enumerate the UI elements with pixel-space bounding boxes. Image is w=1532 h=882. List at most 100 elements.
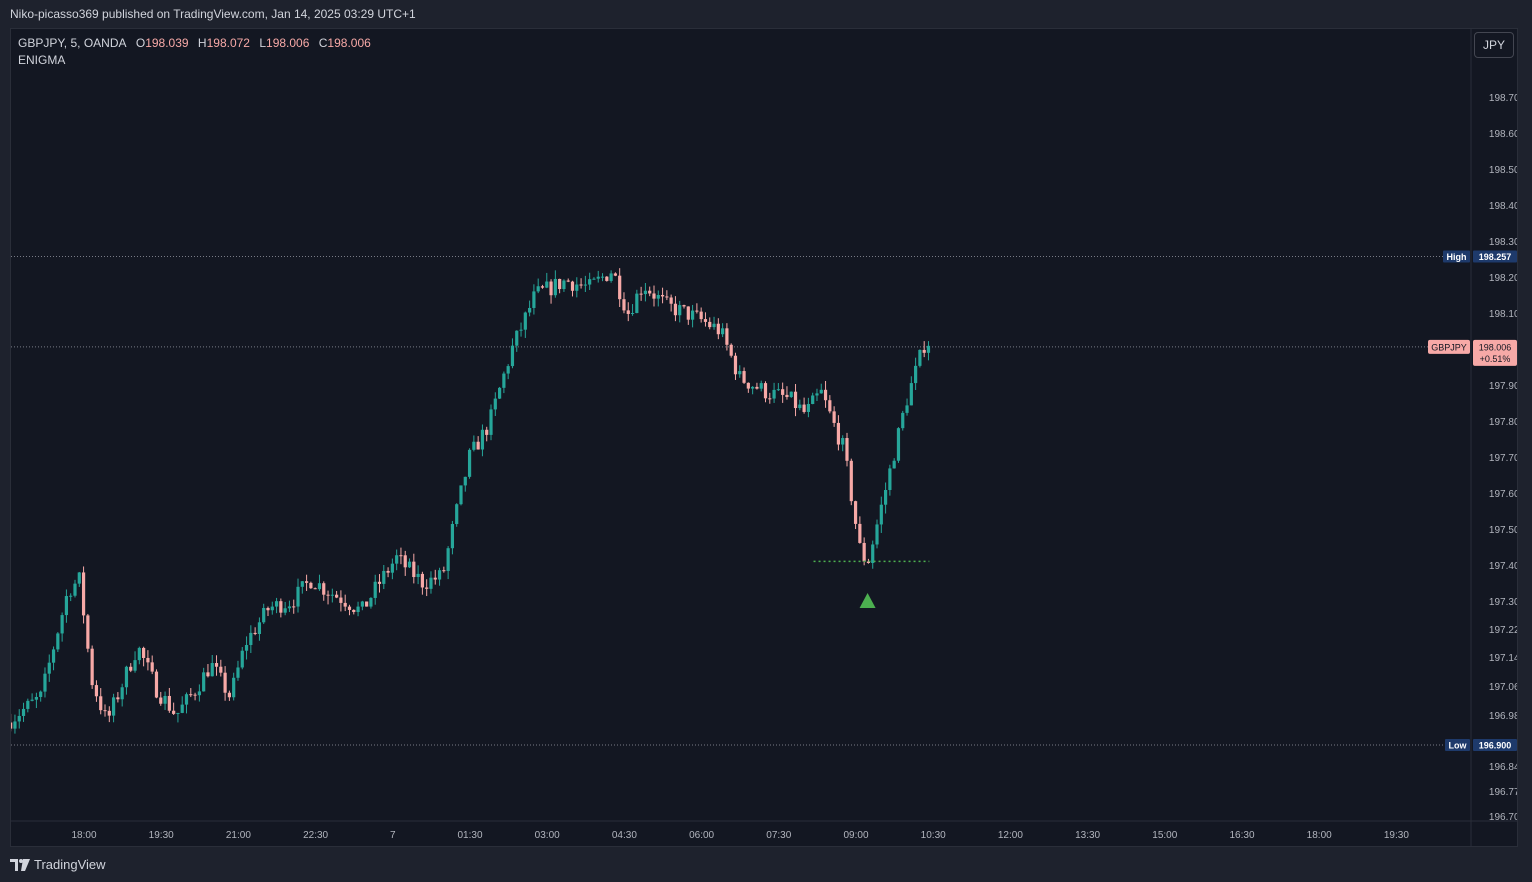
candle-body xyxy=(716,323,720,335)
candle-body xyxy=(47,662,51,674)
candle-body xyxy=(86,615,90,649)
candle-body xyxy=(596,276,600,279)
candlestick-chart[interactable]: 198.700 198.600 198.500 198.400 198.300 198.2… xyxy=(11,29,1517,846)
candle-body xyxy=(416,573,420,578)
time-tick-label: 16:30 xyxy=(1229,830,1254,841)
candle-body xyxy=(605,276,609,281)
candle-body xyxy=(146,657,150,663)
candle-body xyxy=(34,696,38,700)
high-tag xyxy=(1443,250,1470,263)
candle-body xyxy=(712,323,716,328)
candle-body xyxy=(858,523,862,543)
low-tag-label: Low xyxy=(1449,741,1468,751)
candle-body xyxy=(759,383,763,389)
candle-body xyxy=(811,395,815,404)
price-tick-label: 198.600 xyxy=(1489,129,1517,140)
candle-body xyxy=(56,633,60,650)
candle-body xyxy=(103,710,107,712)
candle-body xyxy=(467,449,472,477)
last-symbol-tag xyxy=(1428,339,1470,354)
candle-body xyxy=(742,371,746,383)
candle-body xyxy=(678,305,682,316)
time-tick-label: 19:30 xyxy=(149,830,174,841)
indicator-name[interactable]: ENIGMA xyxy=(18,53,66,67)
candle-body xyxy=(184,694,189,705)
candle-body xyxy=(733,355,738,375)
candle-body xyxy=(673,303,678,316)
price-tick-label: 197.800 xyxy=(1489,417,1517,428)
candle-body xyxy=(648,290,652,294)
candle-body xyxy=(768,398,772,400)
candle-body xyxy=(485,429,489,435)
candle-body xyxy=(669,297,673,304)
candle-body xyxy=(703,319,708,322)
tradingview-logo[interactable]: TradingView xyxy=(10,857,106,872)
candle-body xyxy=(257,622,262,634)
price-tick-label: 198.500 xyxy=(1489,165,1517,176)
candle-body xyxy=(798,404,802,409)
currency-button[interactable]: JPY xyxy=(1474,32,1514,58)
high-key: H xyxy=(197,36,207,50)
candle-body xyxy=(785,394,789,398)
candle-body xyxy=(133,660,137,671)
candle-body xyxy=(77,572,81,584)
candle-body xyxy=(455,504,459,525)
candle-body xyxy=(94,685,99,697)
candle-body xyxy=(883,489,888,505)
candle-body xyxy=(845,438,849,461)
candle-body xyxy=(751,386,755,389)
low-value-tag xyxy=(1473,739,1517,751)
candle-body xyxy=(429,577,433,589)
candle-body xyxy=(120,687,124,700)
candle-body xyxy=(13,721,17,729)
candle-body xyxy=(566,280,570,282)
candle-body xyxy=(73,583,77,596)
candle-body xyxy=(390,563,394,573)
candle-body xyxy=(279,601,283,613)
candle-body xyxy=(558,278,562,290)
candle-body xyxy=(690,310,695,320)
brand-name: TradingView xyxy=(34,857,106,872)
time-tick-label: 22:30 xyxy=(303,830,328,841)
candle-body xyxy=(90,648,94,686)
candle-body xyxy=(553,278,557,296)
candle-body xyxy=(150,662,154,672)
candle-body xyxy=(369,597,373,607)
candle-body xyxy=(746,382,750,389)
time-tick-label: 06:00 xyxy=(689,830,714,841)
candle-body xyxy=(373,581,377,598)
open-value: 198.039 xyxy=(145,36,189,50)
candle-body xyxy=(721,328,725,335)
candle-body xyxy=(695,310,699,312)
candle-body xyxy=(399,555,403,557)
candle-body xyxy=(189,694,193,696)
candle-body xyxy=(433,577,437,580)
candle-body xyxy=(793,391,798,409)
candle-body xyxy=(137,647,141,661)
candle-body xyxy=(656,294,660,299)
price-tick-label: 198.700 xyxy=(1489,93,1517,104)
candle-body xyxy=(643,290,648,295)
candle-body xyxy=(905,405,909,413)
symbol-label[interactable]: GBPJPY, 5, OANDA xyxy=(18,36,127,50)
candle-body xyxy=(630,312,635,314)
candle-body xyxy=(81,572,86,616)
candle-body xyxy=(326,594,330,596)
candle-body xyxy=(270,606,274,611)
price-tick-label: 196.770 xyxy=(1489,787,1517,798)
candle-body xyxy=(412,561,416,578)
candle-body xyxy=(815,393,819,396)
candle-body xyxy=(472,441,476,450)
candle-body xyxy=(219,666,223,673)
candle-body xyxy=(99,696,103,711)
chart-panel[interactable]: 198.700 198.600 198.500 198.400 198.300 198.2… xyxy=(10,28,1518,847)
candle-body xyxy=(43,673,47,692)
time-tick-label: 01:30 xyxy=(457,830,482,841)
candle-body xyxy=(330,594,334,596)
candle-body xyxy=(497,387,502,399)
candle-body xyxy=(365,601,369,607)
candle-body xyxy=(223,672,227,693)
time-tick-label: 07:30 xyxy=(766,830,791,841)
candle-body xyxy=(206,672,210,677)
candle-body xyxy=(549,281,553,296)
